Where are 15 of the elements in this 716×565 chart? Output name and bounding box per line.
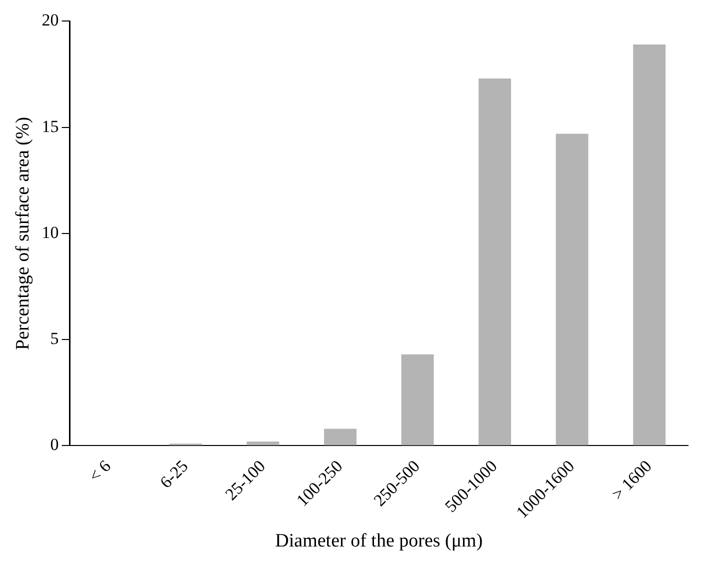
y-axis-title: Percentage of surface area (%) (12, 116, 34, 350)
bar (324, 428, 356, 446)
x-tick-label: < 6 (85, 456, 114, 486)
bar (478, 78, 512, 446)
x-axis-title: Diameter of the pores (μm) (275, 530, 483, 552)
x-tick-label: 6-25 (156, 456, 192, 492)
y-tick-label: 5 (50, 329, 59, 348)
y-tick-label: 15 (42, 116, 59, 136)
y-tick-label: 0 (50, 435, 59, 454)
y-tick-label: 20 (42, 10, 59, 30)
y-tick-label: 10 (42, 222, 59, 242)
bar (556, 134, 588, 446)
bar (246, 441, 280, 446)
bar (401, 354, 434, 446)
bar (633, 44, 666, 446)
